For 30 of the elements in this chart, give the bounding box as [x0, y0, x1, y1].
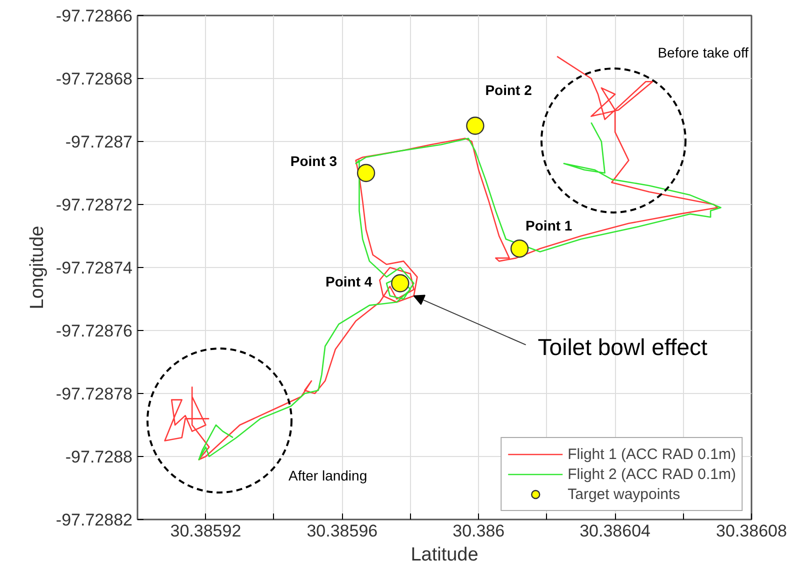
- x-tick-label: 30.38592: [170, 522, 242, 540]
- x-tick-label: 30.38596: [306, 522, 378, 540]
- y-tick-label: -97.72866: [56, 6, 133, 26]
- y-tick-label: -97.7288: [65, 448, 133, 466]
- annotation: Point 2: [485, 82, 532, 98]
- point: [466, 116, 484, 135]
- point: [356, 164, 376, 182]
- legend-label: Flight 1 (ACC RAD 0.1m): [568, 446, 736, 462]
- y-axis-title: Longitude: [26, 226, 48, 310]
- y-tick-label: -97.7287: [65, 132, 133, 152]
- y-tick-label: -97.72874: [56, 258, 133, 278]
- y-tick-label: -97.72878: [56, 384, 133, 404]
- x-tick-label: 30.38608: [716, 522, 787, 540]
- x-axis-title: Latitude: [410, 544, 478, 566]
- x-tick-label: 30.386: [452, 522, 505, 540]
- y-tick-label: -97.72872: [56, 196, 133, 214]
- y-tick-label: -97.72868: [56, 70, 133, 88]
- annotation: After landing: [288, 468, 368, 484]
- y-tick-label: -97.72876: [56, 322, 133, 340]
- point: [391, 274, 410, 292]
- legend-label: Target waypoints: [568, 486, 680, 502]
- annotation: Before take off: [658, 44, 749, 60]
- point: [510, 240, 529, 258]
- legend-label: Flight 2 (ACC RAD 0.1m): [568, 466, 736, 482]
- x-tick-label: 30.38604: [580, 522, 651, 540]
- annotation: Point 3: [290, 153, 338, 169]
- annotation: Point 4: [325, 273, 372, 290]
- y-tick-label: -97.72882: [56, 510, 133, 530]
- annotation: Toilet bowl effect: [538, 334, 708, 360]
- annotation: Point 1: [526, 218, 572, 234]
